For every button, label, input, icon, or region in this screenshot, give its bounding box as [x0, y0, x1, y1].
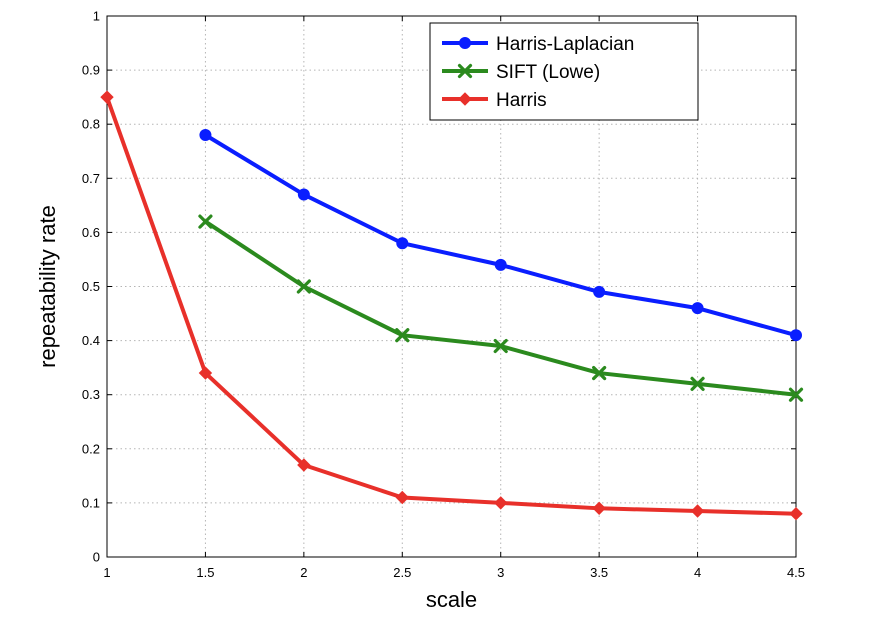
- x-axis-label: scale: [426, 587, 477, 612]
- x-tick-label: 4: [694, 565, 701, 580]
- legend-label: SIFT (Lowe): [496, 62, 600, 83]
- y-tick-label: 1: [93, 9, 100, 24]
- axis-ticks: 1 1.5 2 2.5 3 3.5 4 4.5 0 0.1 0.2 0.3 0.4 0.5 0.6 0.7 0.…: [82, 9, 805, 581]
- series-harris: [100, 90, 803, 521]
- y-tick-label: 0.6: [82, 225, 100, 240]
- data-point-marker: [100, 90, 114, 104]
- data-point-marker: [690, 504, 705, 518]
- series-lines: [100, 90, 804, 521]
- series-sift-lowe: [198, 214, 804, 402]
- y-tick-label: 0.2: [82, 441, 100, 456]
- data-point-marker: [592, 365, 607, 381]
- data-point-marker: [198, 214, 213, 229]
- x-tick-label: 3.5: [590, 565, 608, 580]
- data-point-marker: [296, 279, 311, 294]
- data-point-marker: [790, 329, 802, 342]
- legend-label: Harris-Laplacian: [496, 34, 634, 55]
- data-point-marker: [457, 63, 473, 79]
- y-axis-label: repeatability rate: [35, 205, 60, 368]
- data-point-marker: [592, 501, 606, 516]
- data-point-marker: [788, 387, 804, 402]
- data-point-marker: [494, 496, 508, 510]
- legend-entry: SIFT (Lowe): [442, 62, 600, 83]
- x-tick-label: 1.5: [196, 565, 214, 580]
- data-point-marker: [395, 328, 410, 343]
- legend-entry: Harris: [442, 90, 547, 111]
- y-tick-label: 0.8: [82, 117, 100, 132]
- data-point-marker: [593, 285, 606, 298]
- data-point-marker: [395, 490, 409, 505]
- data-point-marker: [690, 376, 705, 391]
- y-tick-label: 0.9: [82, 63, 100, 78]
- y-tick-label: 0.5: [82, 279, 100, 294]
- data-point-marker: [199, 129, 212, 142]
- y-tick-label: 0.7: [82, 171, 100, 186]
- y-tick-label: 0: [93, 550, 100, 565]
- x-tick-label: 3: [497, 565, 504, 580]
- legend-label: Harris: [496, 90, 547, 111]
- data-point-marker: [789, 507, 803, 521]
- series-line: [204, 219, 797, 397]
- x-tick-label: 4.5: [787, 565, 805, 580]
- y-tick-label: 0.4: [82, 333, 100, 348]
- legend: Harris-Laplacian SIFT (Lowe) Harris: [429, 22, 699, 121]
- data-point-marker: [198, 366, 213, 380]
- data-point-marker: [459, 37, 471, 49]
- series-line: [105, 96, 797, 516]
- data-point-marker: [494, 258, 507, 271]
- data-point-marker: [396, 237, 409, 250]
- x-tick-label: 2: [300, 565, 307, 580]
- y-tick-label: 0.1: [82, 495, 100, 510]
- data-point-marker: [458, 92, 472, 106]
- data-point-marker: [297, 188, 310, 201]
- x-tick-label: 1: [103, 565, 110, 580]
- data-point-marker: [493, 338, 508, 354]
- data-point-marker: [297, 458, 311, 472]
- data-point-marker: [691, 302, 704, 315]
- y-tick-label: 0.3: [82, 387, 100, 402]
- legend-entry: Harris-Laplacian: [442, 34, 634, 55]
- x-tick-label: 2.5: [393, 565, 411, 580]
- series-harris-laplacian: [199, 129, 802, 342]
